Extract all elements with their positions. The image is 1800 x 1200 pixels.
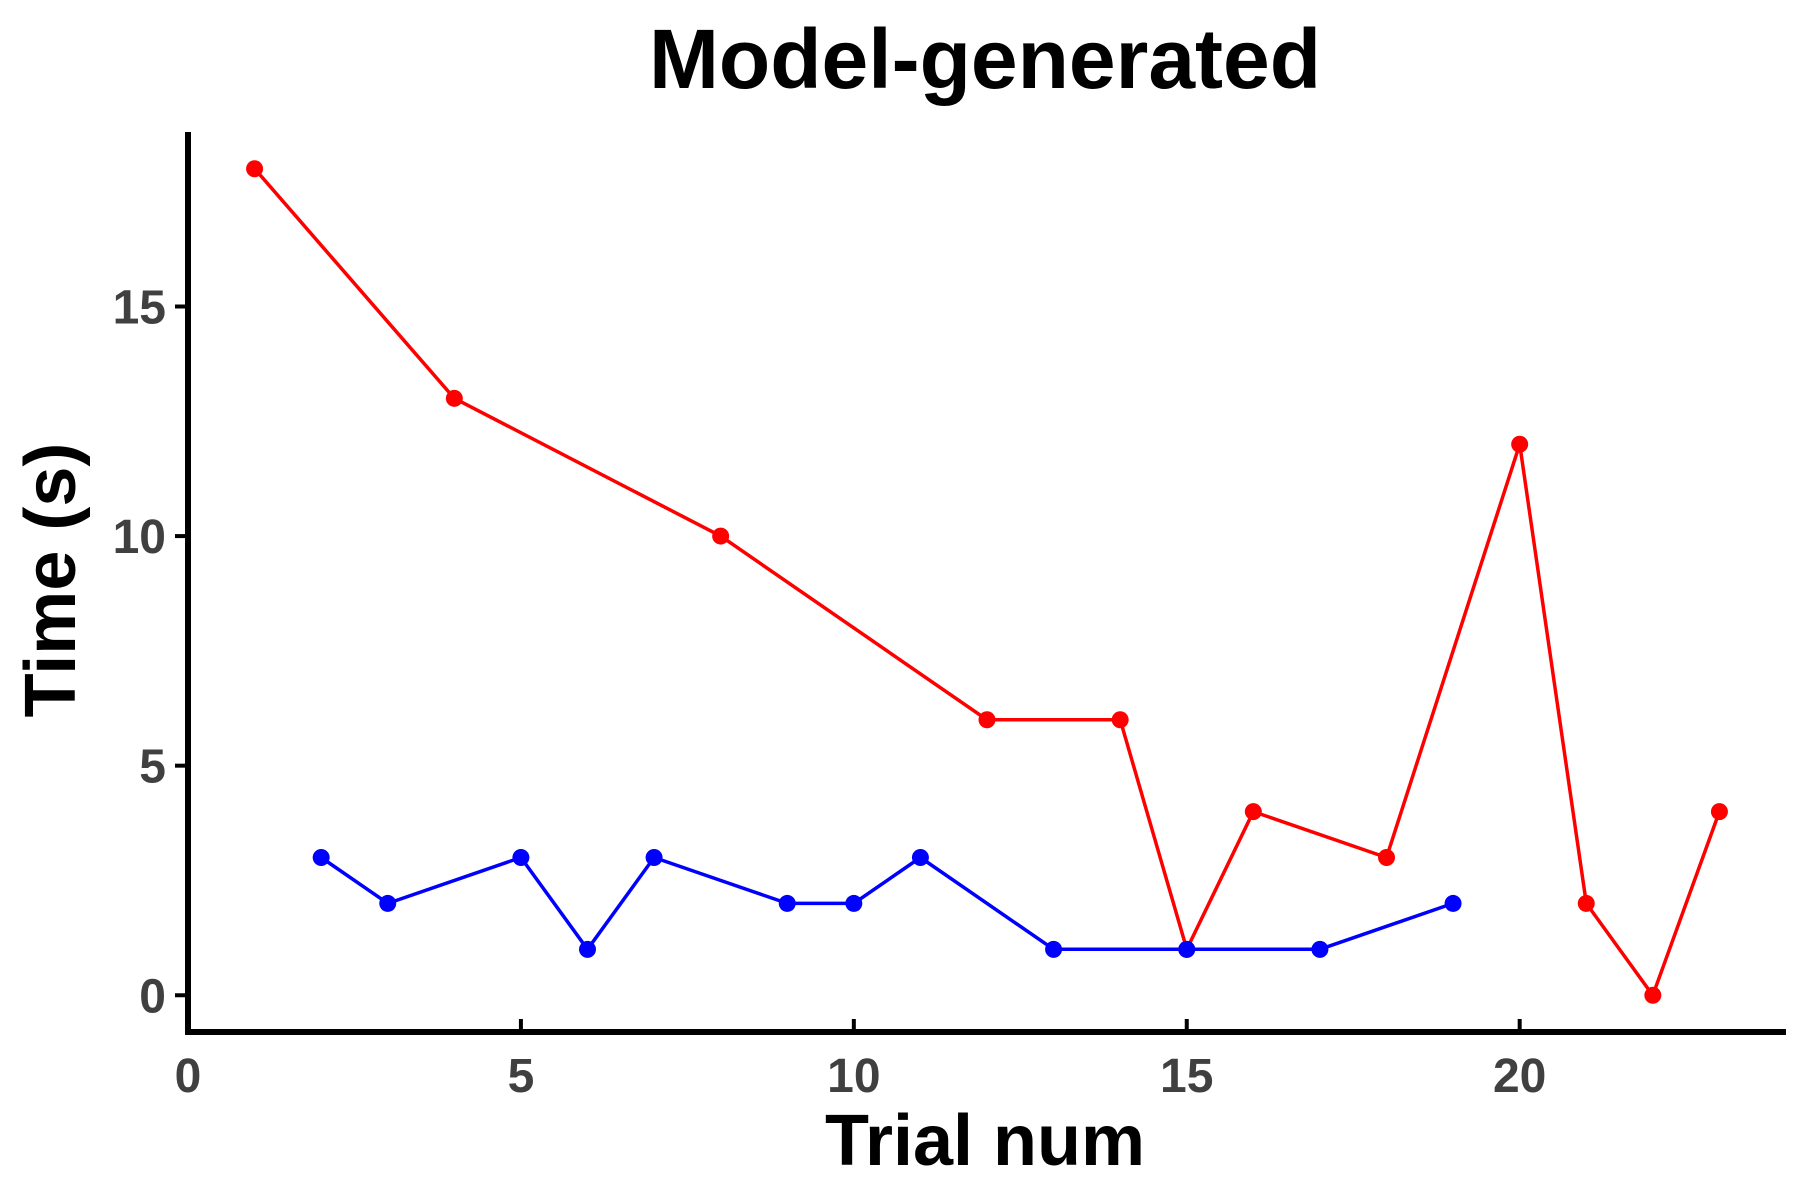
series-1-point <box>1244 803 1262 821</box>
y-tick-label: 5 <box>139 741 166 794</box>
series-1-point <box>1577 894 1595 912</box>
x-tick-label: 10 <box>827 1050 880 1103</box>
series-1-point <box>445 389 463 407</box>
series-1-point <box>978 711 996 729</box>
series-1-point <box>1710 803 1728 821</box>
chart-title: Model-generated <box>649 12 1321 106</box>
series-2-point <box>911 849 929 867</box>
series-2-point <box>778 894 796 912</box>
series-2-point <box>845 894 863 912</box>
series-2-point <box>312 849 330 867</box>
series-1-line <box>253 167 1722 998</box>
series-2-point <box>645 849 663 867</box>
series-2-point <box>1444 894 1462 912</box>
series-1-point <box>712 527 730 545</box>
series-1-point <box>1511 435 1529 453</box>
y-axis-label: Time (s) <box>11 443 91 718</box>
series-2-point <box>1045 940 1063 958</box>
series-1-point <box>1111 711 1129 729</box>
series-1-point <box>1378 849 1395 867</box>
x-axis-label: Trial num <box>825 1101 1145 1181</box>
series-2-point <box>1311 940 1329 958</box>
series-2-point <box>512 849 530 867</box>
x-tick-label: 0 <box>175 1050 202 1103</box>
x-tick-label: 15 <box>1160 1050 1213 1103</box>
x-tick-label: 20 <box>1493 1050 1546 1103</box>
series-1-point <box>1644 986 1662 1004</box>
y-tick-label: 10 <box>113 511 166 564</box>
series-2-point <box>579 940 596 958</box>
y-tick-label: 0 <box>139 970 166 1023</box>
series-2-point <box>1178 940 1196 958</box>
series-2-line <box>320 855 1454 952</box>
series-2-point <box>379 894 397 912</box>
y-tick-label: 15 <box>113 281 166 334</box>
plot-area: 0 5 10 15 20 0 5 10 15 <box>113 132 1786 1103</box>
series-1-point <box>246 160 264 178</box>
x-tick-label: 5 <box>508 1050 535 1103</box>
